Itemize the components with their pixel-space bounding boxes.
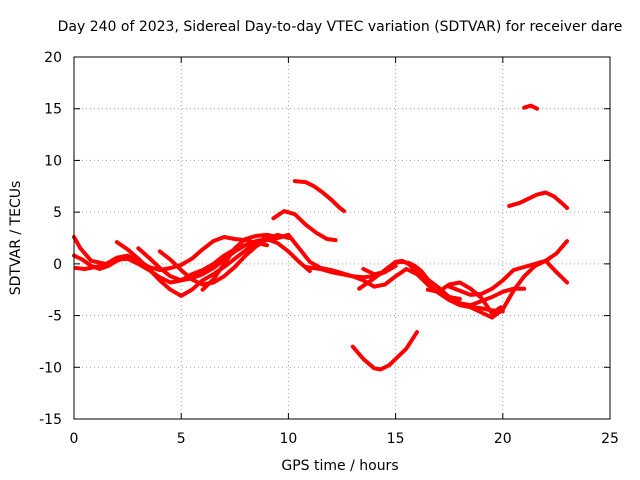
- series-trace-18: [507, 190, 570, 210]
- x-axis-label: GPS time / hours: [281, 458, 398, 474]
- series-trace-7: [72, 253, 128, 271]
- y-tick-label: 20: [44, 50, 62, 66]
- x-tick-label: 0: [70, 431, 79, 447]
- series-trace-14: [425, 280, 503, 316]
- series-trace-3: [114, 235, 269, 298]
- series-trace-16: [468, 258, 570, 320]
- y-tick-label: 5: [53, 205, 62, 221]
- x-tick-label: 20: [494, 431, 512, 447]
- x-tick-label: 15: [387, 431, 405, 447]
- y-tick-label: -10: [39, 360, 62, 376]
- y-tick-label: 0: [53, 257, 62, 273]
- y-tick-label: 15: [44, 102, 62, 118]
- y-tick-label: -15: [39, 412, 62, 428]
- series-trace-4: [136, 237, 312, 283]
- chart-title: Day 240 of 2023, Sidereal Day-to-day VTE…: [58, 19, 623, 35]
- series-trace-13: [357, 258, 462, 301]
- series-trace-15: [447, 239, 570, 297]
- axis-ticks: 0 5 10 15 20 25 -15 -10 -5 0 5 10 15 20: [39, 50, 619, 447]
- x-tick-label: 5: [177, 431, 186, 447]
- y-tick-label: -5: [48, 309, 62, 325]
- plot-frame: [73, 56, 611, 420]
- grid: [74, 57, 610, 419]
- plot-area: [72, 103, 570, 372]
- x-tick-label: 25: [601, 431, 619, 447]
- series-trace-19: [522, 103, 540, 111]
- series-trace-6: [200, 232, 280, 292]
- series-trace-17: [350, 330, 419, 372]
- y-tick-label: 10: [44, 153, 62, 169]
- x-tick-label: 10: [279, 431, 297, 447]
- series-trace-12: [361, 259, 527, 308]
- series-trace-10: [292, 179, 347, 214]
- series-trace-5: [157, 232, 291, 287]
- series-trace-9: [271, 209, 338, 243]
- y-axis-label: SDTVAR / TECUs: [8, 181, 24, 296]
